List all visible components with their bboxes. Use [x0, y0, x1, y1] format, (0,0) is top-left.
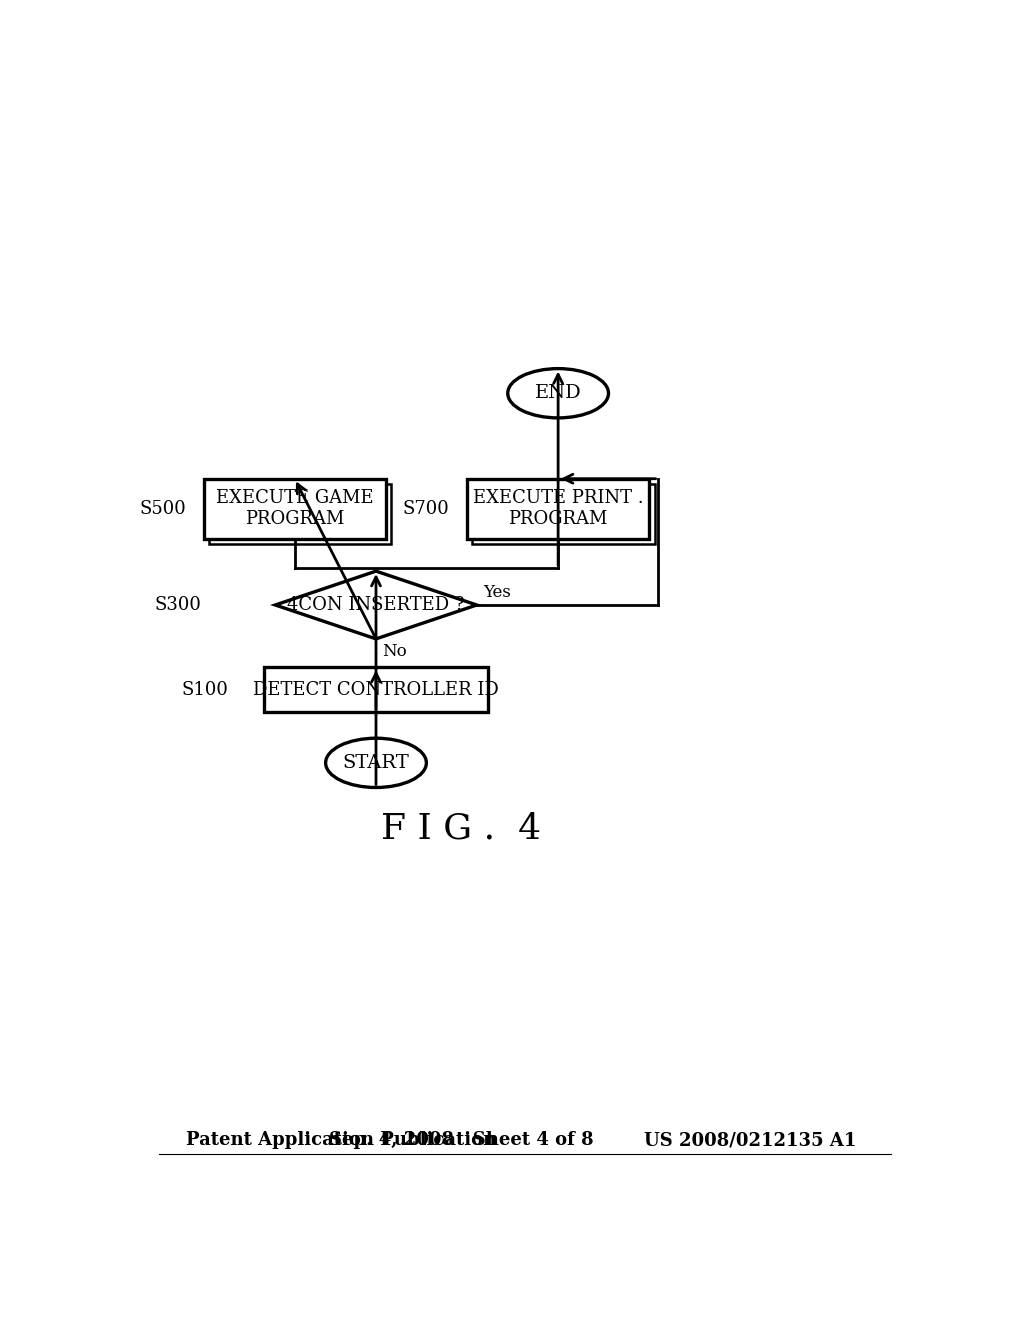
Text: Yes: Yes: [483, 585, 511, 601]
Text: EXECUTE GAME
PROGRAM: EXECUTE GAME PROGRAM: [216, 490, 374, 528]
Text: S700: S700: [402, 500, 450, 517]
Text: US 2008/0212135 A1: US 2008/0212135 A1: [644, 1131, 856, 1150]
Bar: [467, 479, 649, 539]
Text: EXECUTE PRINT .
PROGRAM: EXECUTE PRINT . PROGRAM: [473, 490, 643, 528]
Bar: [209, 484, 391, 544]
Text: END: END: [535, 384, 582, 403]
Bar: [472, 484, 654, 544]
Text: Sep. 4, 2008   Sheet 4 of 8: Sep. 4, 2008 Sheet 4 of 8: [329, 1131, 594, 1150]
Text: S300: S300: [155, 597, 202, 614]
Bar: [263, 668, 488, 711]
Text: DETECT CONTROLLER ID: DETECT CONTROLLER ID: [253, 681, 499, 698]
Text: S100: S100: [182, 681, 228, 698]
Text: F I G .  4: F I G . 4: [381, 812, 542, 845]
Text: No: No: [382, 643, 407, 660]
Text: S500: S500: [139, 500, 186, 517]
Text: START: START: [343, 754, 410, 772]
Bar: [204, 479, 386, 539]
Text: Patent Application Publication: Patent Application Publication: [186, 1131, 497, 1150]
Text: 4CON INSERTED ?: 4CON INSERTED ?: [288, 597, 465, 614]
